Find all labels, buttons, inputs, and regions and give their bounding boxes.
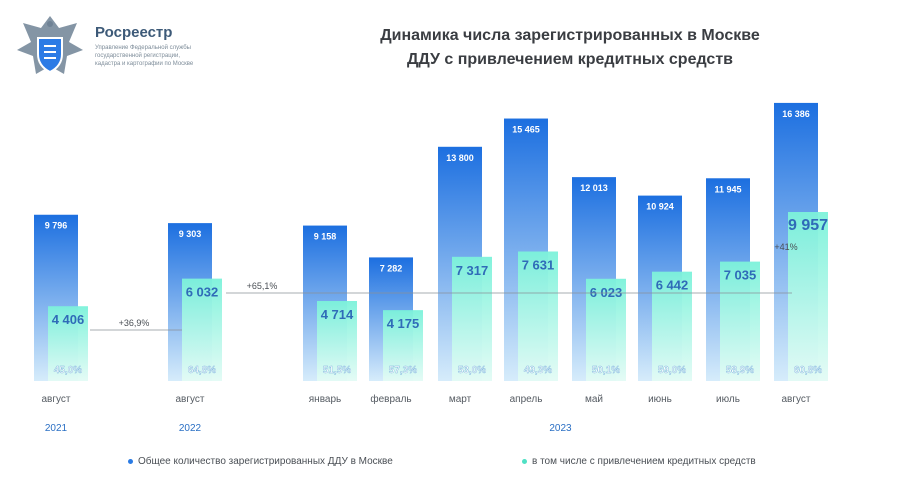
year-label: 2021 [45, 423, 68, 434]
bar-credit [720, 261, 760, 381]
credit-value-label: 7 317 [456, 263, 489, 278]
agency-name: Управление Федеральной службы государств… [95, 44, 255, 68]
category-tick-label: март [449, 394, 472, 405]
annotation-label: +41% [774, 242, 797, 252]
total-value-label: 12 013 [580, 183, 608, 193]
bar-credit [518, 251, 558, 381]
credit-value-label: 4 406 [52, 312, 85, 327]
legend-item-total: Общее количество зарегистрированных ДДУ … [128, 456, 393, 467]
share-label: 53,0% [458, 365, 486, 376]
total-value-label: 7 282 [380, 263, 403, 273]
total-value-label: 9 158 [314, 232, 337, 242]
bar-credit [452, 256, 492, 381]
bar-credit [48, 306, 88, 381]
legend-item-credit: в том числе с привлечением кредитных сре… [522, 456, 756, 467]
credit-value-label: 6 023 [590, 285, 623, 300]
share-label: 45,0% [54, 365, 82, 376]
category-tick-label: август [176, 394, 205, 405]
credit-value-label: 6 442 [656, 278, 689, 293]
share-label: 64,8% [188, 365, 216, 376]
legend-swatch-total [128, 458, 133, 464]
agency-line: Управление Федеральной службы [95, 45, 191, 51]
share-label: 58,9% [726, 365, 754, 376]
annotation-label: +65,1% [247, 281, 278, 291]
total-value-label: 16 386 [782, 109, 810, 119]
credit-value-label: 4 714 [321, 307, 354, 322]
category-tick-label: июнь [648, 394, 672, 405]
year-label: 2022 [179, 423, 202, 434]
credit-value-label: 9 957 [788, 217, 828, 234]
legend-label-total: Общее количество зарегистрированных ДДУ … [138, 456, 393, 467]
total-value-label: 9 796 [45, 221, 68, 231]
bar-credit [182, 278, 222, 381]
credit-value-label: 7 035 [724, 268, 757, 283]
agency-line: кадастра и картографии по Москве [95, 61, 194, 67]
bar-credit [383, 310, 423, 381]
chart-title-line: Динамика числа зарегистрированных в Моск… [380, 27, 760, 44]
credit-value-label: 6 032 [186, 285, 219, 300]
total-value-label: 15 465 [512, 125, 540, 135]
category-tick-label: июль [716, 394, 740, 405]
total-value-label: 9 303 [179, 229, 202, 239]
share-label: 60,8% [794, 365, 822, 376]
share-label: 59,0% [658, 365, 686, 376]
agency-line: государственной регистрации, [95, 53, 180, 59]
total-value-label: 13 800 [446, 153, 474, 163]
credit-value-label: 7 631 [522, 257, 555, 272]
rosreestr-emblem-icon [12, 10, 88, 86]
bar-credit [317, 300, 357, 381]
category-tick-label: апрель [510, 394, 543, 405]
category-tick-label: август [42, 394, 71, 405]
bar-credit [586, 278, 626, 381]
bar-credit [788, 212, 828, 381]
share-label: 49,3% [524, 365, 552, 376]
brand-name: Росреестр [95, 24, 173, 41]
category-tick-label: февраль [370, 393, 411, 405]
credit-value-label: 4 175 [387, 316, 420, 331]
category-tick-label: январь [309, 394, 341, 405]
total-value-label: 11 945 [714, 184, 741, 194]
annotation-label: +36,9% [119, 318, 150, 328]
year-label: 2023 [549, 423, 572, 434]
chart-title: Динамика числа зарегистрированных в Моск… [300, 24, 840, 72]
total-value-label: 10 924 [646, 202, 674, 212]
share-label: 50,1% [592, 365, 620, 376]
share-label: 51,5% [323, 365, 351, 376]
chart-title-line: ДДУ с привлечением кредитных средств [406, 51, 733, 68]
category-tick-label: май [585, 394, 603, 405]
bar-credit [652, 271, 692, 381]
legend-swatch-credit [522, 458, 527, 464]
share-label: 57,3% [389, 365, 417, 376]
category-tick-label: август [782, 394, 811, 405]
legend-label-credit: в том числе с привлечением кредитных сре… [532, 456, 756, 467]
